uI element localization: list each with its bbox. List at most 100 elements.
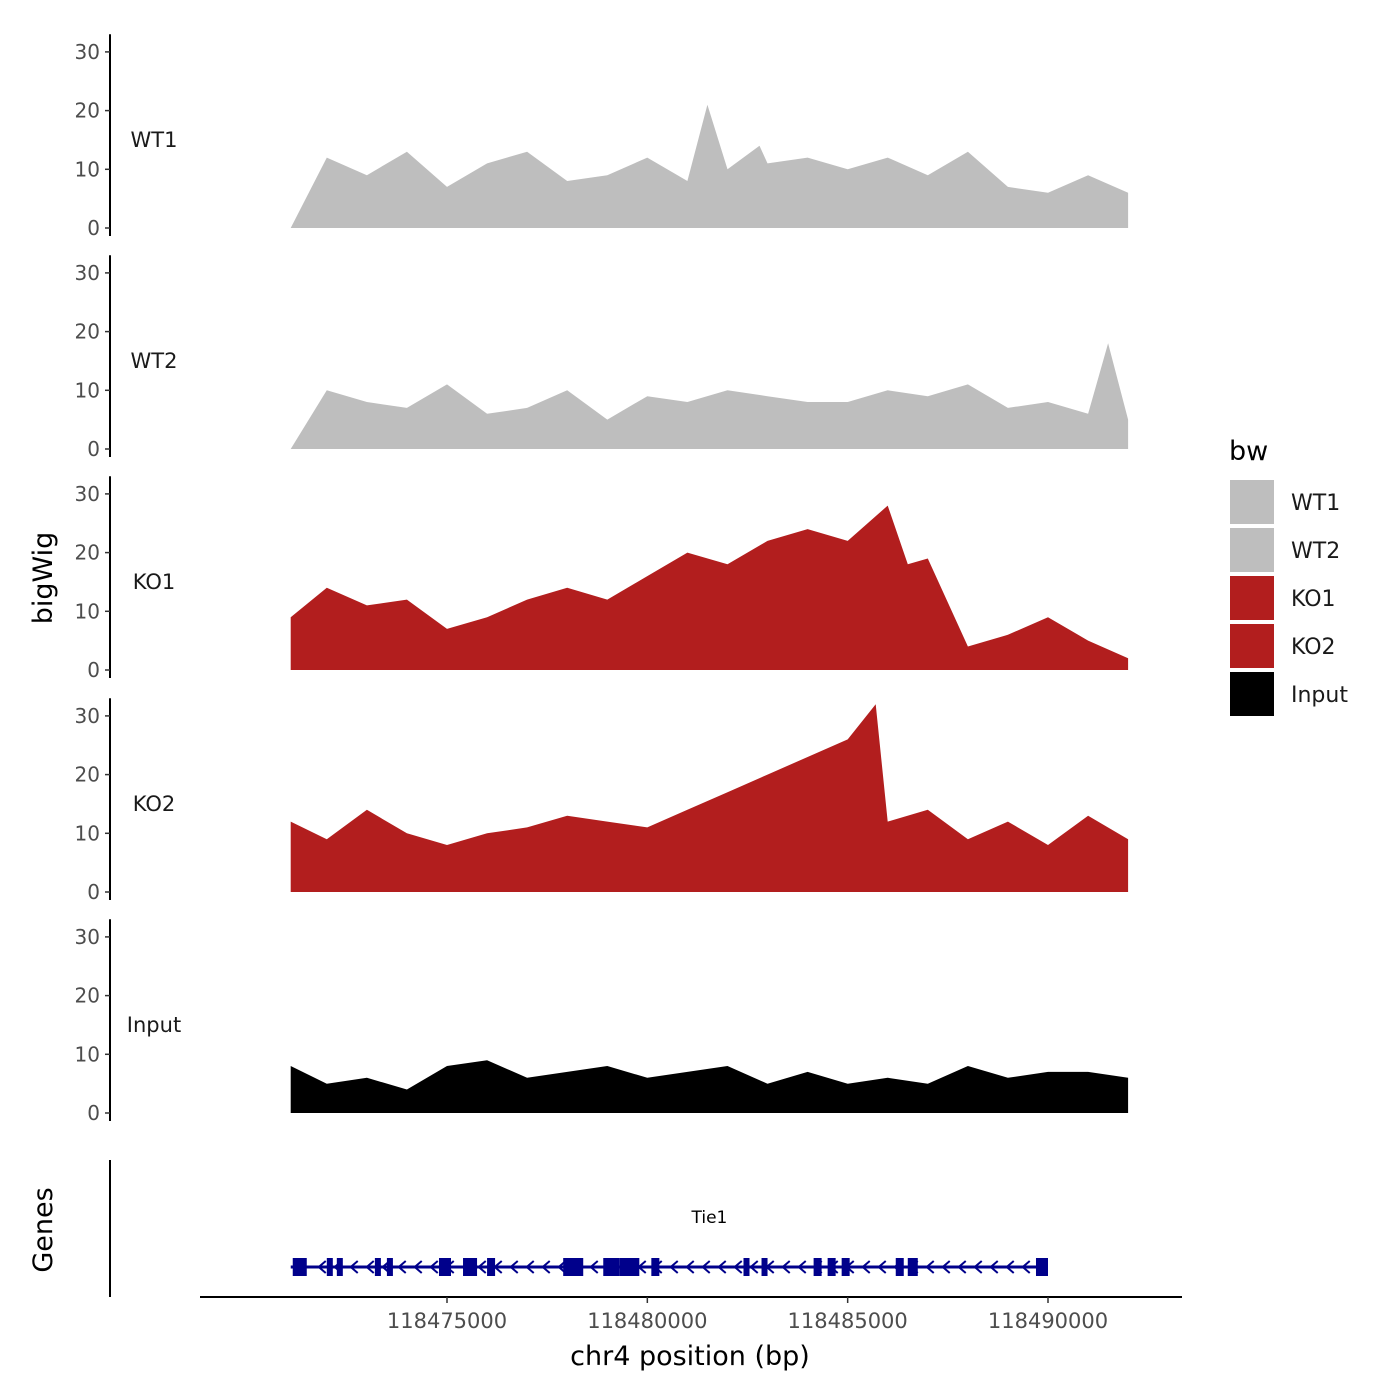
strand-arrow [797,1260,807,1274]
strand-arrow [973,1260,983,1274]
track-panel-wt2: 0 10 20 30 WT2 [75,255,1129,461]
legend-label: WT2 [1291,539,1340,564]
exon [1035,1258,1048,1276]
strand-arrow [413,1260,423,1274]
legend: bw WT1 WT2 KO1 KO2 Input [1229,436,1348,716]
strand-arrow [509,1260,519,1274]
strand-arrow [717,1260,727,1274]
track-label: Input [127,1013,181,1037]
strand-arrow [749,1260,759,1274]
genes-panel: Genes Tie1 [28,1160,1048,1297]
gene-label: Tie1 [691,1208,728,1228]
strand-arrow [781,1260,791,1274]
exon [292,1258,307,1276]
x-tick-label: 118480000 [587,1309,707,1333]
y-tick-label: 20 [75,763,100,787]
exon [651,1258,660,1276]
strand-arrow [701,1260,711,1274]
track-panels: 0 10 20 30 WT1 0 10 20 30 WT2 0 10 20 30 KO1 0 10 20 30 KO2… [75,34,1129,1125]
strand-arrow [1021,1260,1031,1274]
exon [743,1258,750,1276]
x-axis-label: chr4 position (bp) [570,1341,810,1372]
x-tick-label: 118485000 [788,1309,908,1333]
strand-arrow [957,1260,967,1274]
genes-axis-label: Genes [28,1187,59,1272]
y-tick-label: 0 [87,880,100,904]
exon [563,1258,584,1276]
strand-arrow [349,1260,359,1274]
strand-arrow [989,1260,999,1274]
strand-arrow [541,1260,551,1274]
legend-label: KO2 [1291,635,1336,660]
y-tick-label: 10 [75,1042,100,1066]
strand-arrow [397,1260,407,1274]
y-tick-label: 20 [75,984,100,1008]
y-tick-label: 0 [87,1101,100,1125]
exon [827,1258,836,1276]
exon [895,1258,904,1276]
legend-label: KO1 [1291,587,1336,612]
strand-arrow [429,1260,439,1274]
coverage-area-wt2 [290,343,1129,449]
strand-arrow [669,1260,679,1274]
exon [603,1258,620,1276]
legend-key-ko2 [1230,624,1274,668]
y-tick-label: 20 [75,99,100,123]
exon [813,1258,822,1276]
strand-arrow [877,1260,887,1274]
legend-label: WT1 [1291,491,1340,516]
strand-arrow [317,1260,327,1274]
y-tick-label: 30 [75,40,100,64]
coverage-area-input [290,1060,1129,1113]
legend-key-wt2 [1230,528,1274,572]
track-label: KO2 [133,792,176,816]
y-tick-label: 30 [75,482,100,506]
strand-arrow [861,1260,871,1274]
y-tick-label: 30 [75,925,100,949]
y-tick-label: 20 [75,320,100,344]
x-axis: 118475000 118480000 118485000 118490000 [200,1296,1182,1333]
legend-key-wt1 [1230,480,1274,524]
exon [336,1258,343,1276]
track-panel-ko1: 0 10 20 30 KO1 [75,476,1129,682]
exon [374,1258,381,1276]
track-panel-wt1: 0 10 20 30 WT1 [75,34,1129,240]
y-tick-label: 0 [87,658,100,682]
exon [841,1258,850,1276]
y-axis-label: bigWig [28,532,59,625]
y-tick-label: 30 [75,704,100,728]
exon [463,1258,478,1276]
legend-key-input [1230,672,1274,716]
y-tick-label: 0 [87,437,100,461]
exon [487,1258,496,1276]
strand-arrow [733,1260,743,1274]
strand-arrow [589,1260,599,1274]
strand-arrow [525,1260,535,1274]
legend-label: Input [1291,683,1348,708]
track-label: WT2 [131,349,178,373]
x-tick-label: 118490000 [988,1309,1108,1333]
y-tick-label: 10 [75,599,100,623]
legend-title: bw [1229,436,1268,467]
y-tick-label: 0 [87,216,100,240]
y-tick-label: 10 [75,821,100,845]
y-tick-label: 10 [75,157,100,181]
exon [619,1258,640,1276]
y-tick-label: 10 [75,378,100,402]
y-tick-label: 20 [75,541,100,565]
y-tick-label: 30 [75,261,100,285]
strand-arrow [925,1260,935,1274]
strand-arrow [1005,1260,1015,1274]
coverage-area-ko1 [290,505,1129,670]
exon [907,1258,918,1276]
x-tick-label: 118475000 [387,1309,507,1333]
track-panel-ko2: 0 10 20 30 KO2 [75,698,1129,904]
exon [386,1258,393,1276]
legend-key-ko1 [1230,576,1274,620]
exon [761,1258,768,1276]
strand-arrow [941,1260,951,1274]
track-label: WT1 [131,128,178,152]
strand-arrow [365,1260,375,1274]
strand-arrow [477,1260,487,1274]
